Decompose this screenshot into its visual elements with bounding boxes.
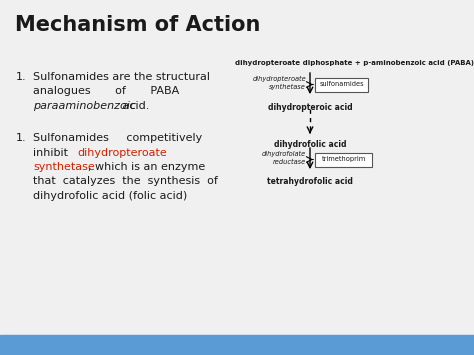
Text: trimethoprim: trimethoprim xyxy=(322,157,366,163)
Text: dihydropteroic acid: dihydropteroic acid xyxy=(268,103,352,112)
Text: acid.: acid. xyxy=(119,101,149,111)
Text: Sulfonamides are the structural: Sulfonamides are the structural xyxy=(33,72,210,82)
FancyBboxPatch shape xyxy=(316,77,368,92)
Text: 1.: 1. xyxy=(16,72,27,82)
Text: dihydrofolic acid: dihydrofolic acid xyxy=(274,140,346,149)
Text: dihydropteroate: dihydropteroate xyxy=(77,147,167,158)
Text: inhibit: inhibit xyxy=(33,147,89,158)
Text: tetrahydrofolic acid: tetrahydrofolic acid xyxy=(267,177,353,186)
Text: dihydrofolate
reductase: dihydrofolate reductase xyxy=(262,151,306,165)
Text: Mechanism of Action: Mechanism of Action xyxy=(15,15,260,35)
Text: 1.: 1. xyxy=(16,133,27,143)
Text: dihydrofolic acid (folic acid): dihydrofolic acid (folic acid) xyxy=(33,191,187,201)
Text: analogues       of       PABA: analogues of PABA xyxy=(33,87,179,97)
Text: dihydropteroate
synthetase: dihydropteroate synthetase xyxy=(252,76,306,90)
FancyBboxPatch shape xyxy=(316,153,373,166)
Text: paraaminobenzoic: paraaminobenzoic xyxy=(33,101,136,111)
Text: that  catalyzes  the  synthesis  of: that catalyzes the synthesis of xyxy=(33,176,218,186)
Bar xyxy=(0,335,474,355)
Text: dihydropteroate diphosphate + p-aminobenzoic acid (PABA): dihydropteroate diphosphate + p-aminoben… xyxy=(236,60,474,66)
Text: synthetase: synthetase xyxy=(33,162,95,172)
Text: Sulfonamides     competitively: Sulfonamides competitively xyxy=(33,133,202,143)
Text: , which is an enzyme: , which is an enzyme xyxy=(88,162,205,172)
Text: sulfonamides: sulfonamides xyxy=(319,82,365,87)
